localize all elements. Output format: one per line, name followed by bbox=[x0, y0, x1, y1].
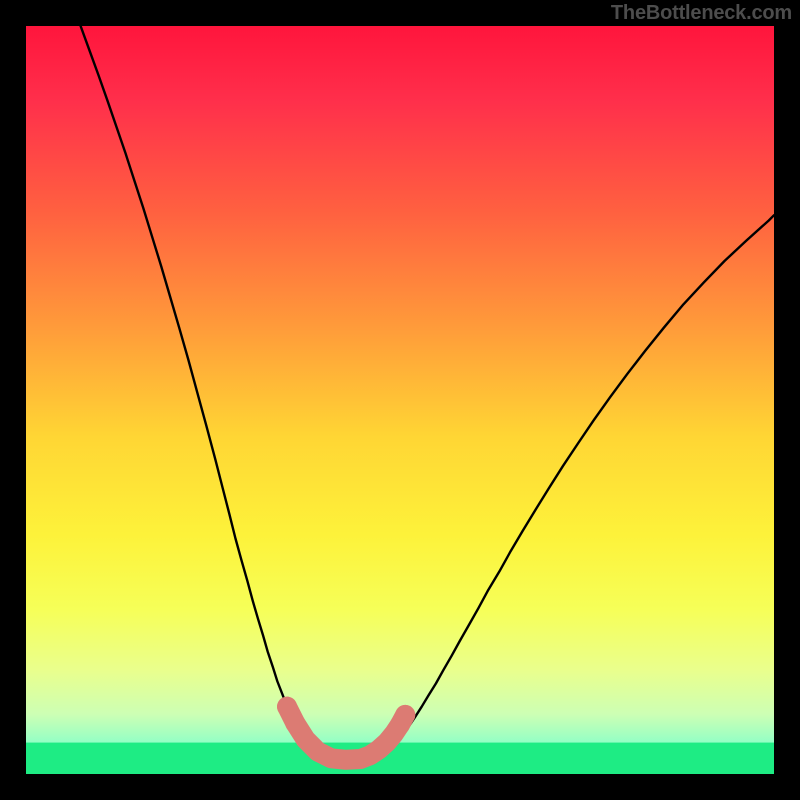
green-strip bbox=[26, 743, 774, 774]
chart-svg bbox=[0, 0, 800, 800]
plot-background bbox=[26, 26, 774, 774]
chart-root: TheBottleneck.com bbox=[0, 0, 800, 800]
marker-dot bbox=[285, 713, 305, 733]
marker-dot bbox=[395, 705, 415, 725]
watermark-text: TheBottleneck.com bbox=[611, 2, 792, 25]
